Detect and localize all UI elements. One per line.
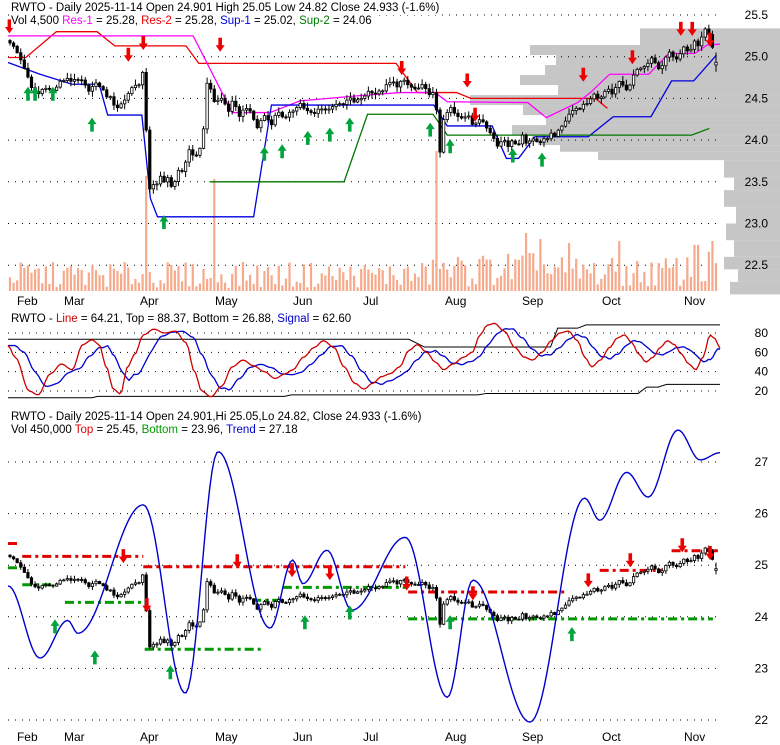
svg-text:Jun: Jun [293, 730, 312, 744]
svg-text:23.0: 23.0 [745, 217, 769, 231]
header-segment: Trend [226, 424, 256, 436]
volume-by-price-profile [470, 28, 780, 295]
bottom-panel-candles [8, 545, 718, 650]
header-segment: Sup-2 [299, 15, 330, 27]
svg-text:27: 27 [755, 455, 769, 469]
svg-text:Sep: Sep [522, 730, 544, 744]
svg-text:60: 60 [755, 345, 769, 359]
svg-text:Oct: Oct [602, 294, 621, 308]
svg-text:Aug: Aug [445, 294, 466, 308]
top-panel-candles [8, 24, 718, 194]
header-segment: = 27.18 [255, 424, 298, 436]
top-price-panel: 25.5 25.0 24.5 24.0 23.5 23.0 22.5 Feb Mar Apr May… [4, 8, 780, 308]
svg-text:24.0: 24.0 [745, 133, 769, 147]
bottom-panel-axes: 27 26 25 24 23 22 Feb Mar Apr May Jun Jul Aug Sep Oct N… [17, 455, 769, 744]
header-segment: = 25.45, [93, 424, 142, 436]
header-segment: RWTO - Daily 2025-11-14 Open 24.901,Hi 2… [11, 411, 422, 423]
svg-text:Apr: Apr [140, 294, 159, 308]
svg-text:Aug: Aug [445, 730, 466, 744]
header-segment: = 62.60 [309, 313, 352, 325]
header-segment: = 25.02, [250, 15, 300, 27]
header-segment: = 23.96, [178, 424, 227, 436]
bottom-panel-signal-arrows [50, 538, 715, 680]
middle-panel-header: RWTO - Line = 64.21, Top = 88.37, Bottom… [11, 313, 355, 326]
header-segment: RWTO - Daily 2025-11-14 Open 24.901 High… [11, 2, 440, 14]
svg-text:23: 23 [755, 661, 769, 675]
header-segment: Vol 4,500 [11, 15, 63, 27]
svg-text:22.5: 22.5 [745, 258, 769, 272]
middle-oscillator-panel: 80 60 40 20 [7, 322, 769, 399]
header-segment: = 24.06 [329, 15, 372, 27]
svg-text:Sep: Sep [522, 294, 544, 308]
header-segment: Line [55, 313, 78, 325]
svg-text:Apr: Apr [140, 730, 159, 744]
svg-text:40: 40 [755, 365, 769, 379]
svg-text:Jul: Jul [363, 294, 378, 308]
svg-text:25: 25 [755, 558, 769, 572]
svg-text:25.5: 25.5 [745, 8, 769, 22]
svg-text:25.0: 25.0 [745, 50, 769, 64]
svg-text:Nov: Nov [684, 730, 705, 744]
svg-text:20: 20 [755, 384, 769, 398]
svg-text:Jul: Jul [363, 730, 378, 744]
header-segment: = 64.21, Top = 88.37, Bottom = 26.88, [77, 313, 278, 325]
svg-text:Mar: Mar [64, 294, 85, 308]
top-panel-header-line2: Vol 4,500 Res-1 = 25.28, Res-2 = 25.28, … [11, 15, 375, 28]
oscillator-main-line [7, 322, 721, 398]
bottom-trend-panel: 27 26 25 24 23 22 Feb Mar Apr May Jun Jul Aug Sep Oct N… [7, 429, 769, 744]
header-segment: Vol 450,000 [11, 424, 75, 436]
header-segment: RWTO - [11, 313, 56, 325]
header-segment: Bottom [141, 424, 179, 436]
top-bottom-level-segments [8, 542, 718, 651]
header-segment: Res-1 [62, 15, 93, 27]
bottom-panel-header-line2: Vol 450,000 Top = 25.45, Bottom = 23.96,… [11, 424, 301, 437]
header-segment: Sup-1 [220, 15, 251, 27]
header-segment: = 25.28, [92, 15, 142, 27]
top-panel-axes: 25.5 25.0 24.5 24.0 23.5 23.0 22.5 Feb Mar Apr May… [17, 8, 769, 308]
oscillator-signal-line [8, 328, 721, 391]
top-panel-signal-arrows [4, 19, 715, 230]
header-segment: Signal [277, 313, 310, 325]
header-segment: Res-2 [141, 15, 172, 27]
top-panel-header-line1: RWTO - Daily 2025-11-14 Open 24.901 High… [11, 2, 443, 15]
middle-panel-gridlines [8, 332, 720, 392]
oscillator-top-bottom-bands [8, 324, 720, 399]
header-segment: = 25.28, [171, 15, 221, 27]
svg-text:22: 22 [755, 713, 769, 727]
header-segment: Top [74, 424, 94, 436]
svg-text:May: May [215, 294, 238, 308]
svg-text:Nov: Nov [684, 294, 705, 308]
svg-text:May: May [215, 730, 238, 744]
svg-text:Jun: Jun [293, 294, 312, 308]
svg-text:26: 26 [755, 507, 769, 521]
trend-wave-line [7, 429, 721, 723]
svg-text:23.5: 23.5 [745, 175, 769, 189]
middle-panel-axes: 80 60 40 20 [755, 326, 769, 398]
svg-text:24.5: 24.5 [745, 91, 769, 105]
svg-text:80: 80 [755, 326, 769, 340]
svg-text:Feb: Feb [17, 730, 38, 744]
svg-text:Mar: Mar [64, 730, 85, 744]
volume-bars [8, 151, 718, 291]
bottom-panel-header-line1: RWTO - Daily 2025-11-14 Open 24.901,Hi 2… [11, 411, 425, 424]
svg-text:Oct: Oct [602, 730, 621, 744]
svg-text:Feb: Feb [17, 294, 38, 308]
svg-text:24: 24 [755, 610, 769, 624]
